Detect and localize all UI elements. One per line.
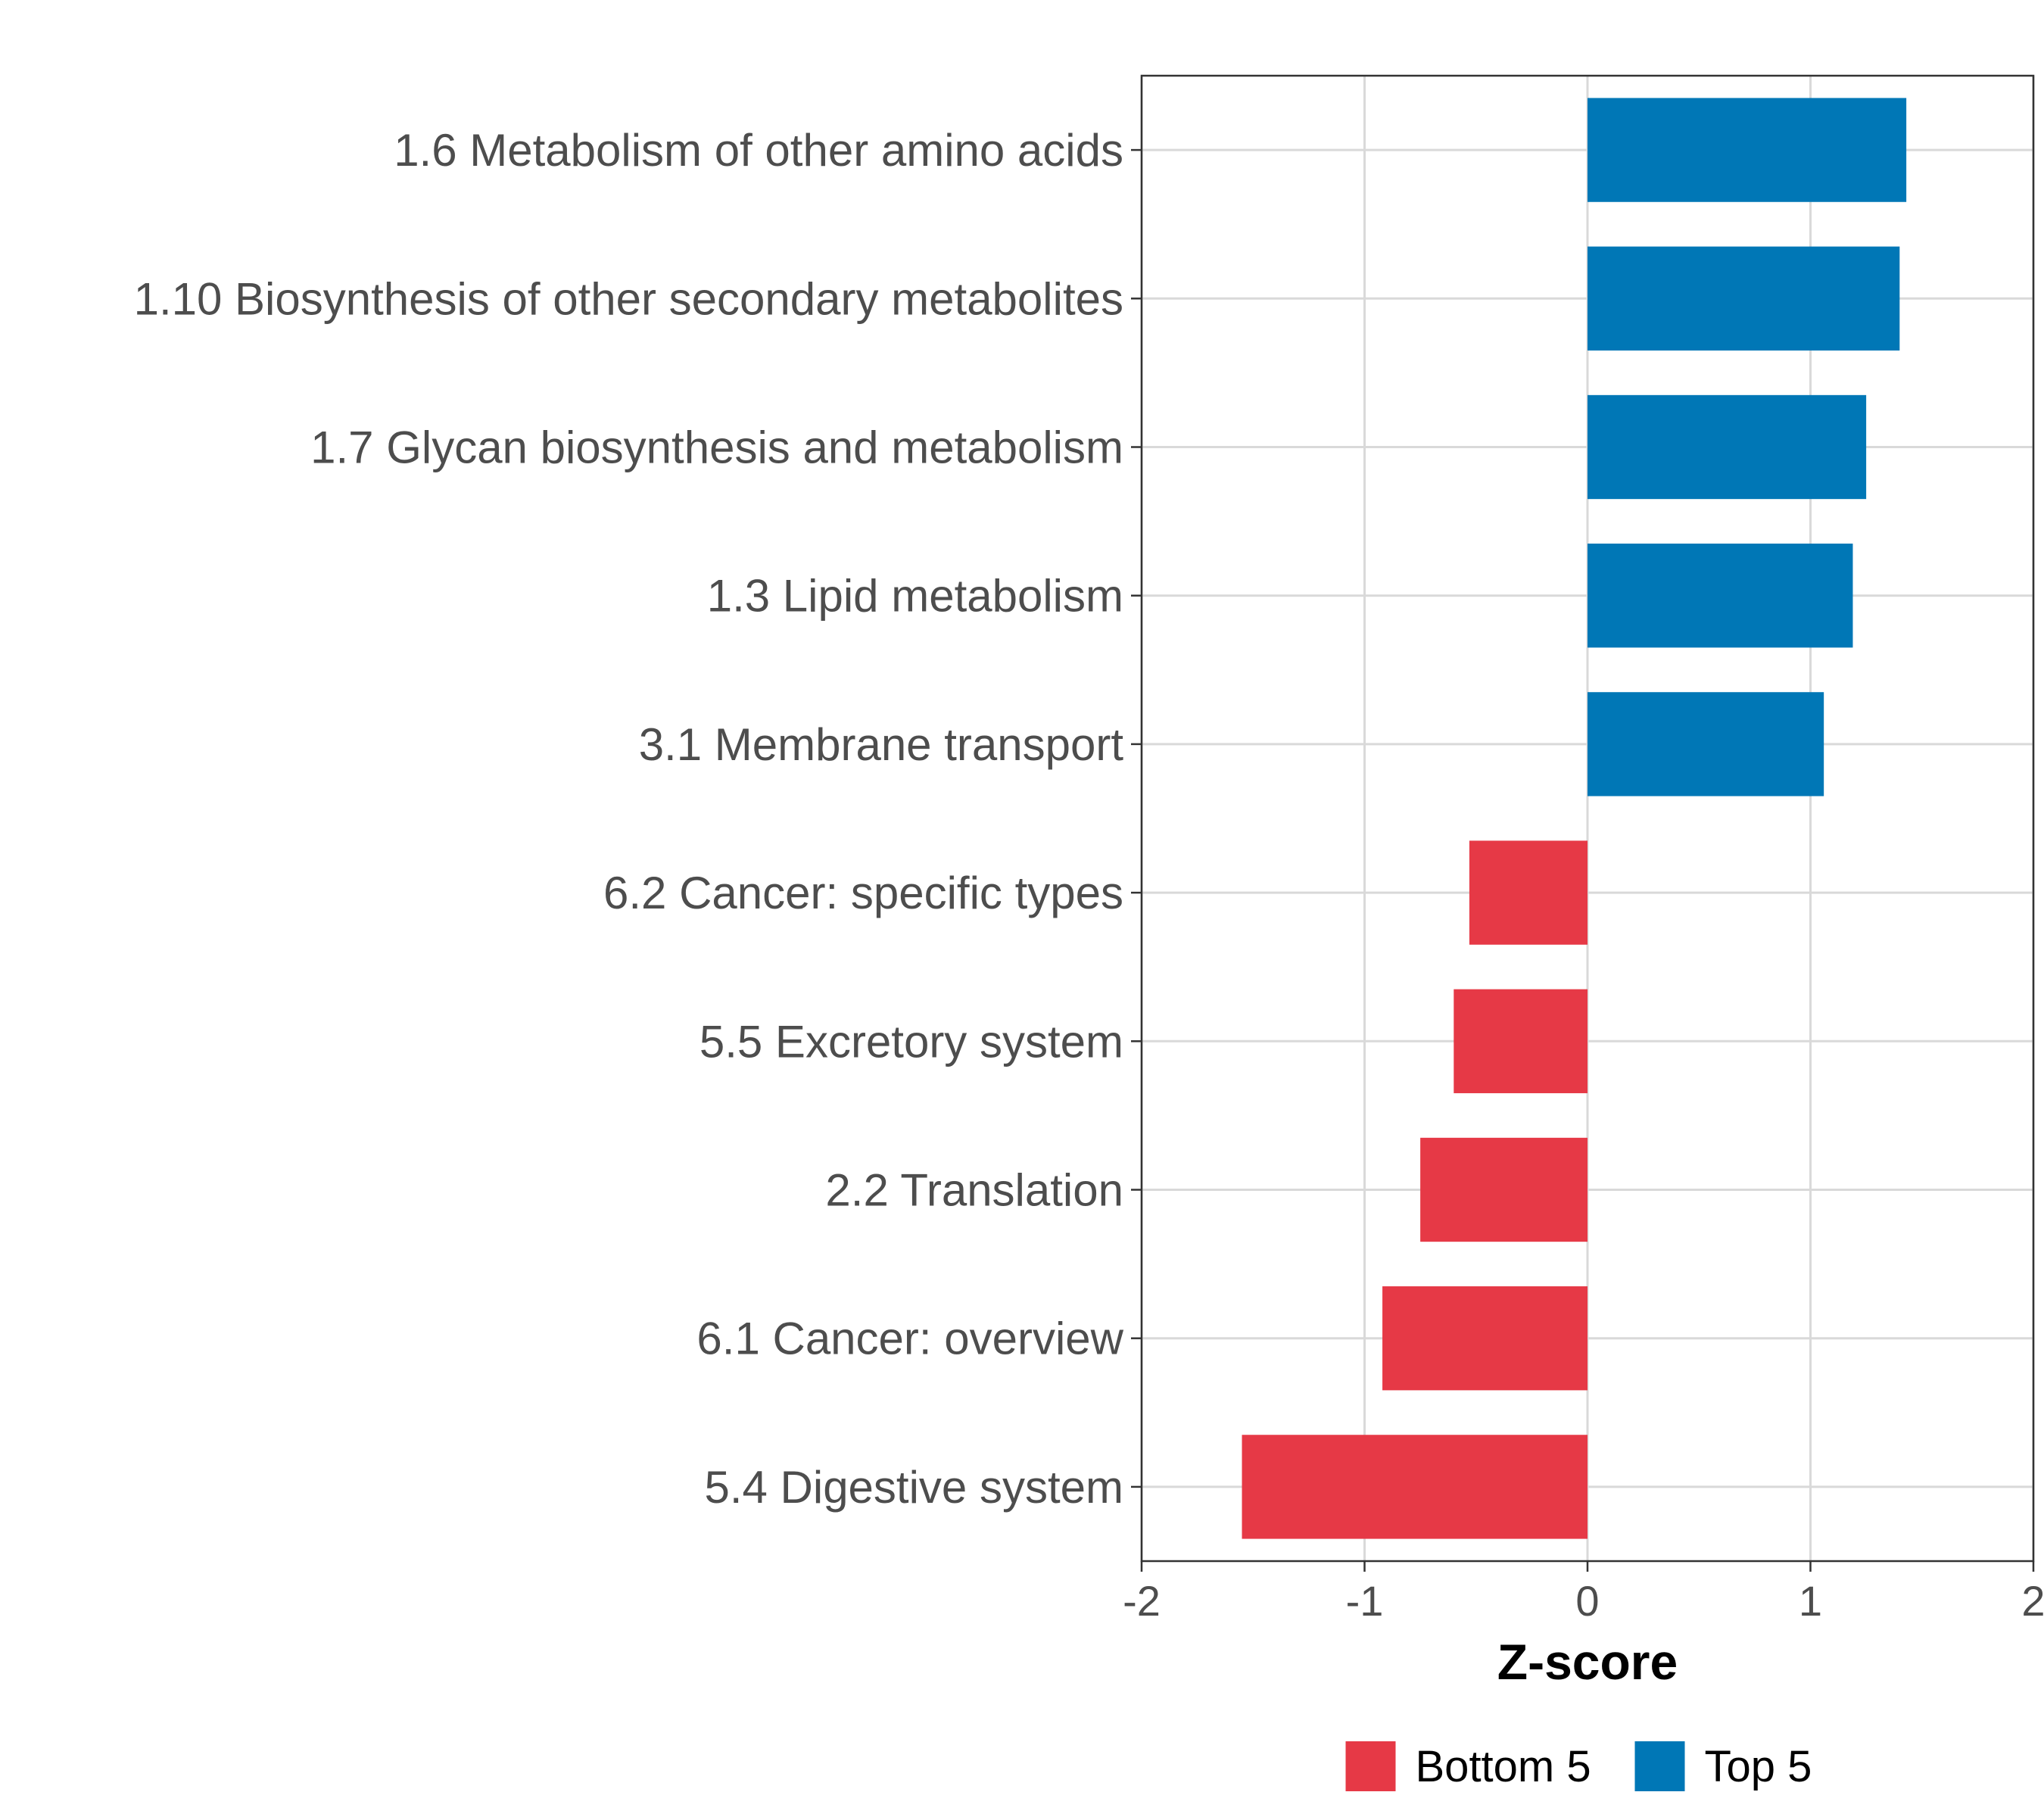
- bar-top: [1588, 544, 1853, 648]
- x-tick-label: 0: [1575, 1577, 1599, 1625]
- bar-top: [1588, 246, 1900, 351]
- category-label: 6.1 Cancer: overview: [696, 1314, 1123, 1364]
- category-label: 1.3 Lipid metabolism: [707, 571, 1123, 622]
- bar-top: [1588, 394, 1867, 500]
- category-label: 5.5 Excretory system: [700, 1016, 1123, 1067]
- category-label: 1.7 Glycan biosynthesis and metabolism: [310, 422, 1123, 473]
- bar-bottom: [1382, 1286, 1588, 1391]
- bar-top: [1588, 98, 1907, 202]
- bar-bottom: [1242, 1435, 1588, 1539]
- legend-key-bottom: [1345, 1741, 1396, 1791]
- x-tick-label: 1: [1799, 1577, 1822, 1625]
- category-label: 6.2 Cancer: specific types: [603, 868, 1123, 918]
- bar-top: [1588, 692, 1824, 796]
- legend-label: Top 5: [1705, 1742, 1812, 1791]
- x-axis-title: Z-score: [1497, 1634, 1678, 1690]
- category-label: 1.10 Biosynthesis of other secondary met…: [134, 273, 1123, 324]
- x-tick-label: 2: [2021, 1577, 2044, 1625]
- x-tick-label: -1: [1346, 1577, 1384, 1625]
- bar-bottom: [1454, 989, 1588, 1093]
- legend: Bottom 5 Top 5: [1345, 1741, 1812, 1791]
- category-label: 5.4 Digestive system: [704, 1462, 1123, 1513]
- y-axis: 1.6 Metabolism of other amino acids 1.10 …: [134, 125, 1142, 1513]
- bar-bottom: [1469, 840, 1588, 945]
- bars: [1242, 98, 1907, 1539]
- bar-bottom: [1420, 1137, 1588, 1242]
- legend-label: Bottom 5: [1416, 1742, 1591, 1791]
- legend-key-top: [1634, 1741, 1685, 1791]
- category-label: 2.2 Translation: [825, 1165, 1123, 1216]
- x-tick-label: -2: [1123, 1577, 1161, 1625]
- category-label: 3.1 Membrane transport: [639, 719, 1124, 770]
- category-label: 1.6 Metabolism of other amino acids: [394, 125, 1123, 176]
- x-axis: -2 -1 0 1 2: [1123, 1561, 2044, 1625]
